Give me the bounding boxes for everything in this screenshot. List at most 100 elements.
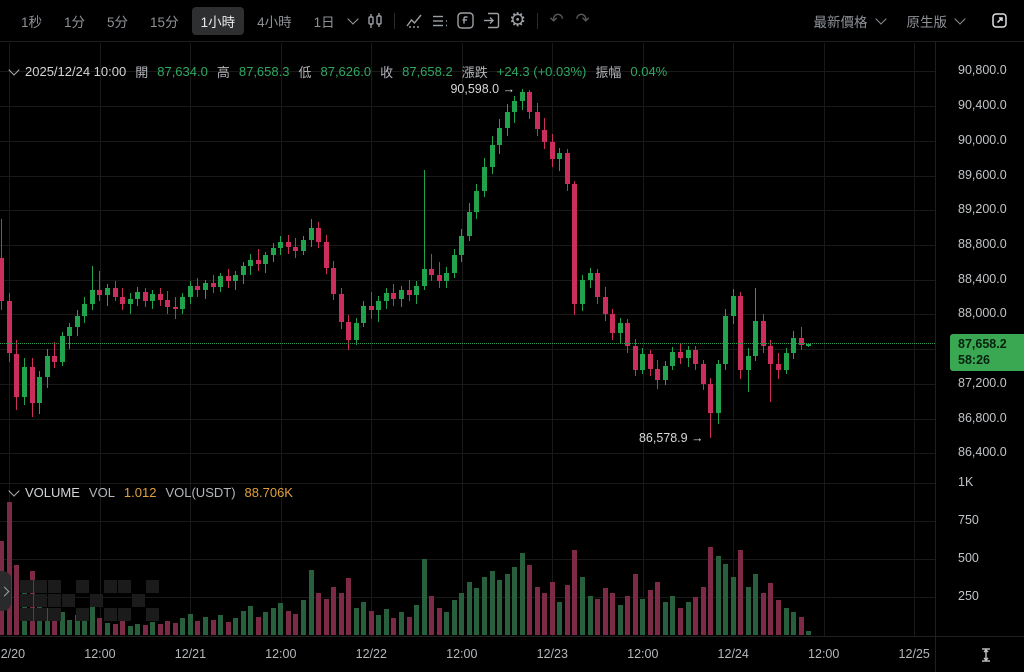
candle[interactable] xyxy=(308,228,314,240)
candle[interactable] xyxy=(383,292,389,302)
candle[interactable] xyxy=(391,292,397,299)
candle[interactable] xyxy=(655,369,661,381)
price-axis[interactable]: 90,800.0 90,400.0 90,000.0 89,600.0 89,200.0… xyxy=(935,42,1024,636)
settings-gear-icon[interactable]: ⚙ xyxy=(509,9,527,31)
candle[interactable] xyxy=(527,92,533,113)
candle[interactable] xyxy=(59,336,65,363)
interval-button[interactable]: 1日 xyxy=(313,14,335,30)
indicators-icon[interactable] xyxy=(401,8,427,34)
candle[interactable] xyxy=(368,305,374,310)
candle[interactable] xyxy=(301,239,306,251)
candle[interactable] xyxy=(738,296,744,370)
candle[interactable] xyxy=(353,323,359,341)
candle[interactable] xyxy=(783,352,789,370)
candle[interactable] xyxy=(97,290,103,296)
candle[interactable] xyxy=(625,323,631,346)
candle[interactable] xyxy=(685,350,691,358)
candle[interactable] xyxy=(602,297,608,315)
price-scale-reset-icon[interactable] xyxy=(978,646,994,669)
display-settings-icon[interactable] xyxy=(427,8,453,34)
candle[interactable] xyxy=(127,298,133,304)
candle[interactable] xyxy=(791,337,797,353)
candle[interactable] xyxy=(489,145,495,167)
candle[interactable] xyxy=(233,275,239,282)
interval-button[interactable]: 5分 xyxy=(107,14,129,30)
candle[interactable] xyxy=(481,166,487,192)
candle[interactable] xyxy=(293,246,299,251)
candle[interactable] xyxy=(557,152,563,159)
candle[interactable] xyxy=(44,356,50,377)
candle[interactable] xyxy=(225,276,231,282)
candle[interactable] xyxy=(6,301,12,354)
candle[interactable] xyxy=(459,236,465,256)
candle[interactable] xyxy=(640,353,646,370)
candle[interactable] xyxy=(52,356,58,363)
collapse-chevron-icon[interactable] xyxy=(8,484,20,497)
native-version-dropdown[interactable]: 原生版 xyxy=(907,11,967,31)
candle[interactable] xyxy=(715,363,721,414)
candle[interactable] xyxy=(564,152,570,185)
fullscreen-icon[interactable] xyxy=(986,8,1012,34)
candle[interactable] xyxy=(29,366,35,403)
candle[interactable] xyxy=(572,184,578,304)
candle[interactable] xyxy=(0,258,5,302)
candle[interactable] xyxy=(610,314,616,334)
candle[interactable] xyxy=(248,259,254,266)
formula-fx-icon[interactable] xyxy=(453,8,479,34)
candle[interactable] xyxy=(67,327,73,337)
candle[interactable] xyxy=(165,299,171,308)
candle[interactable] xyxy=(157,293,163,300)
candle[interactable] xyxy=(180,297,186,310)
candle[interactable] xyxy=(429,269,435,276)
candle[interactable] xyxy=(172,307,178,310)
interval-button[interactable]: 1分 xyxy=(64,14,86,30)
candle[interactable] xyxy=(187,285,193,297)
candle[interactable] xyxy=(89,290,95,304)
candle[interactable] xyxy=(316,228,321,243)
candle[interactable] xyxy=(632,345,638,370)
candle[interactable] xyxy=(745,356,751,370)
candle[interactable] xyxy=(22,366,27,397)
candle[interactable] xyxy=(202,283,208,290)
candle[interactable] xyxy=(112,288,118,297)
candle[interactable] xyxy=(693,350,698,364)
candle[interactable] xyxy=(74,316,80,328)
candle[interactable] xyxy=(346,322,352,341)
candle[interactable] xyxy=(806,344,812,347)
candle[interactable] xyxy=(730,296,736,317)
interval-button[interactable]: 15分 xyxy=(150,14,179,30)
candle[interactable] xyxy=(466,211,472,237)
candle[interactable] xyxy=(331,268,337,295)
candle[interactable] xyxy=(278,241,284,249)
candle[interactable] xyxy=(436,275,442,282)
candle[interactable] xyxy=(798,337,804,345)
candle[interactable] xyxy=(647,353,653,370)
chart-plot-area[interactable]: 90,598.0 → 86,578.9 → xyxy=(0,0,935,672)
candle[interactable] xyxy=(542,129,548,142)
candle[interactable] xyxy=(142,291,148,302)
candle[interactable] xyxy=(753,321,759,356)
latest-price-dropdown[interactable]: 最新價格 xyxy=(814,11,887,31)
candle[interactable] xyxy=(195,285,201,290)
candle[interactable] xyxy=(37,376,43,403)
candle[interactable] xyxy=(135,291,141,299)
save-layout-icon[interactable] xyxy=(479,8,505,34)
candle[interactable] xyxy=(361,305,367,324)
collapse-chevron-icon[interactable] xyxy=(8,63,20,76)
candle[interactable] xyxy=(240,265,246,276)
candle[interactable] xyxy=(617,323,623,334)
candle[interactable] xyxy=(421,269,427,286)
candle[interactable] xyxy=(768,345,774,364)
candle[interactable] xyxy=(723,316,729,364)
chart-type-candles-icon[interactable] xyxy=(362,8,388,34)
candle[interactable] xyxy=(338,294,344,323)
candle[interactable] xyxy=(587,272,593,280)
candle[interactable] xyxy=(451,255,457,273)
candle[interactable] xyxy=(210,283,216,287)
candle[interactable] xyxy=(406,290,412,296)
candle[interactable] xyxy=(497,127,502,146)
candle[interactable] xyxy=(519,92,525,101)
candle[interactable] xyxy=(376,301,382,311)
candle[interactable] xyxy=(323,242,329,269)
candle[interactable] xyxy=(263,255,269,265)
